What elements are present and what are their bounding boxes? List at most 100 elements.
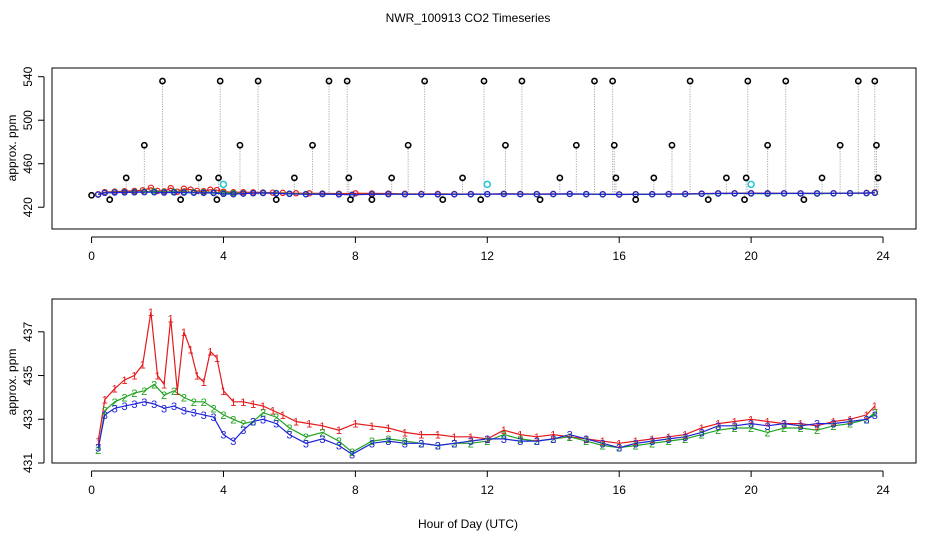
top-reference-point bbox=[106, 196, 114, 204]
bottom-series-1-point: 1 bbox=[616, 438, 622, 450]
top-reference-point bbox=[122, 174, 130, 182]
top-reference-point bbox=[874, 174, 882, 182]
top-series-point bbox=[484, 190, 491, 198]
top-reference-point bbox=[345, 174, 353, 182]
bottom-series-2-point: 2 bbox=[369, 436, 375, 448]
chart-title: NWR_100913 CO2 Timeseries bbox=[386, 11, 551, 25]
top-reference-point bbox=[215, 174, 222, 182]
top-series-point bbox=[352, 190, 359, 197]
bottom-series-2-point: 2 bbox=[550, 434, 556, 446]
top-series-point bbox=[335, 191, 343, 198]
top-series-point bbox=[220, 190, 227, 198]
top-reference-point bbox=[818, 174, 826, 182]
top-series-point bbox=[141, 189, 148, 196]
top-series-point bbox=[797, 190, 804, 197]
bottom-series-1-point: 1 bbox=[732, 416, 738, 428]
bottom-series-1-point: 1 bbox=[682, 430, 688, 442]
bottom-y-tick-label: 431 bbox=[21, 453, 35, 473]
bottom-series-2-point: 2 bbox=[649, 438, 655, 450]
bottom-series-3-point: 3 bbox=[600, 438, 606, 450]
bottom-series-2-point: 2 bbox=[161, 390, 167, 402]
bottom-series-2-point: 2 bbox=[385, 434, 391, 446]
bottom-series-2-point: 2 bbox=[201, 397, 207, 409]
bottom-series-3-point: 3 bbox=[468, 436, 474, 448]
bottom-series-2-point: 2 bbox=[191, 397, 197, 409]
bottom-series-1-point: 1 bbox=[250, 399, 256, 411]
bottom-x-tick-label: 24 bbox=[876, 483, 890, 497]
top-reference-point bbox=[650, 174, 658, 182]
bottom-y-axis-label: approx. ppm bbox=[5, 349, 19, 416]
top-reference-point bbox=[439, 196, 447, 204]
top-series-point bbox=[306, 190, 313, 197]
top-reference-point bbox=[309, 141, 316, 149]
top-x-tick-label: 4 bbox=[220, 249, 227, 263]
bottom-series-2-point: 2 bbox=[303, 432, 309, 444]
top-cyan-marker bbox=[219, 180, 228, 189]
bottom-series-3-point: 3 bbox=[798, 421, 804, 433]
top-reference-point bbox=[88, 191, 95, 199]
top-series-point bbox=[451, 191, 458, 198]
bottom-series-1-point: 1 bbox=[352, 419, 358, 431]
bottom-series-3-point: 3 bbox=[402, 438, 408, 450]
bottom-series-3-point: 3 bbox=[435, 441, 441, 453]
bottom-series-1-point: 1 bbox=[798, 419, 804, 431]
top-y-axis-label: approx. ppm bbox=[5, 115, 19, 182]
bottom-series-1-point: 1 bbox=[385, 423, 391, 435]
bottom-series-3-point: 3 bbox=[666, 434, 672, 446]
top-reference-point bbox=[177, 196, 185, 204]
bottom-series-2-point: 2 bbox=[319, 427, 325, 439]
top-x-tick-label: 24 bbox=[876, 249, 890, 263]
top-series-point bbox=[131, 189, 138, 196]
bottom-series-3-point: 3 bbox=[765, 421, 771, 433]
bottom-series-1-point: 1 bbox=[181, 327, 187, 339]
bottom-series-1-point: 1 bbox=[649, 434, 655, 446]
top-series-point bbox=[121, 189, 128, 196]
bottom-series-1-point: 1 bbox=[168, 314, 174, 326]
bottom-series-2-point: 2 bbox=[402, 436, 408, 448]
bottom-series-3-point: 3 bbox=[385, 436, 391, 448]
bottom-series-2-point: 2 bbox=[814, 425, 820, 437]
bottom-series-2-point: 2 bbox=[600, 441, 606, 453]
bottom-series-1-point: 1 bbox=[306, 419, 312, 431]
bottom-series-3-point: 3 bbox=[567, 430, 573, 442]
top-series-point bbox=[566, 190, 573, 198]
bottom-series-1-point: 1 bbox=[102, 395, 108, 407]
bottom-series-2-point: 2 bbox=[336, 436, 342, 448]
top-reference-point bbox=[742, 174, 750, 182]
top-series-point bbox=[193, 187, 201, 195]
bottom-series-1-point: 1 bbox=[517, 430, 523, 442]
bottom-series-1-point: 1 bbox=[418, 430, 424, 442]
top-reference-point bbox=[421, 77, 429, 85]
bottom-series-1-point: 1 bbox=[534, 432, 540, 444]
bottom-series-1-point: 1 bbox=[214, 353, 220, 365]
top-reference-point bbox=[854, 77, 862, 85]
bottom-series-3-point: 3 bbox=[748, 419, 754, 431]
bottom-series-2-point: 2 bbox=[171, 386, 177, 398]
bottom-series-2-point: 2 bbox=[682, 434, 688, 446]
bottom-series-3-point: 3 bbox=[319, 434, 325, 446]
top-reference-point bbox=[325, 77, 333, 85]
top-reference-point bbox=[704, 196, 712, 204]
bottom-series-2-point: 2 bbox=[151, 379, 157, 391]
bottom-series-1-point: 1 bbox=[280, 410, 286, 422]
bottom-series-1-point: 1 bbox=[148, 307, 154, 319]
top-reference-point bbox=[744, 77, 752, 85]
bottom-series-2-point: 2 bbox=[872, 408, 878, 420]
bottom-series-1-point: 1 bbox=[369, 421, 375, 433]
top-series-point bbox=[764, 190, 771, 197]
bottom-series-1-point: 1 bbox=[484, 434, 490, 446]
bottom-series-1-point: 1 bbox=[174, 386, 180, 398]
top-reference-point bbox=[668, 141, 676, 149]
bottom-series-1-point: 1 bbox=[336, 425, 342, 437]
top-series-point bbox=[200, 189, 207, 197]
top-reference-point bbox=[518, 77, 526, 85]
bottom-series-3-point: 3 bbox=[872, 410, 878, 422]
bottom-series-3-point: 3 bbox=[847, 416, 853, 428]
bottom-series-3-point: 3 bbox=[181, 406, 187, 418]
bottom-x-tick-label: 12 bbox=[481, 483, 495, 497]
top-series-point bbox=[180, 185, 188, 192]
bottom-plot-frame bbox=[51, 298, 917, 464]
bottom-series-1-point: 1 bbox=[112, 384, 118, 396]
top-reference-point bbox=[254, 77, 262, 85]
